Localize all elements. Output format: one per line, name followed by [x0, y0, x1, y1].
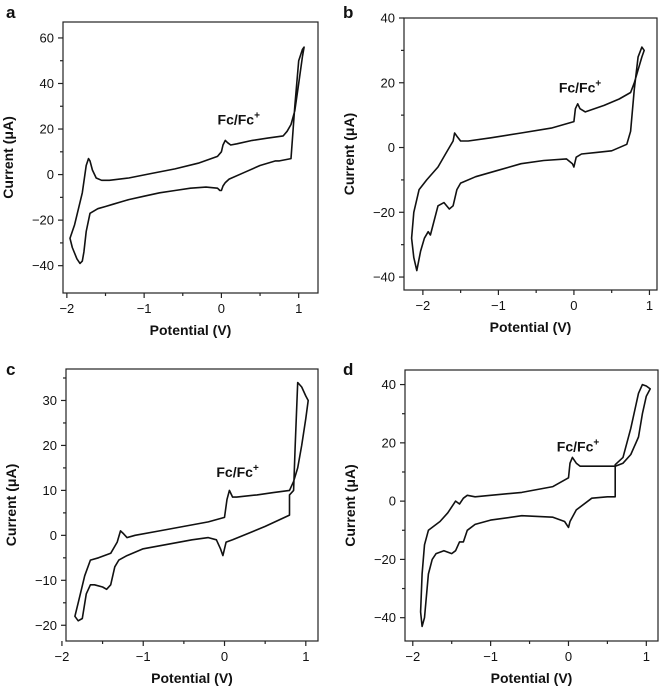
- fc-annotation-text: Fc/Fc: [218, 111, 255, 127]
- x-tick-label: −1: [483, 649, 498, 664]
- fc-annotation-sup: +: [254, 110, 260, 121]
- x-axis-title: Potential (V): [151, 670, 233, 686]
- panel-b: b −2 −1 0 1 −40 −20 0 20 40 Potential (V) Current (…: [341, 3, 658, 335]
- fc-annotation: Fc/Fc+: [216, 463, 259, 480]
- x-tick-label: 0: [565, 649, 572, 664]
- fc-annotation-text: Fc/Fc: [557, 439, 594, 455]
- y-tick-label: −40: [32, 258, 54, 273]
- x-tick-label: −1: [136, 649, 151, 664]
- y-tick-label: 40: [382, 377, 396, 392]
- cv-curve-b: [410, 46, 645, 272]
- x-tick-label: −1: [491, 298, 506, 313]
- x-tick-label: 1: [302, 649, 309, 664]
- fc-annotation-sup: +: [593, 438, 599, 449]
- y-tick-label: 20: [40, 122, 54, 137]
- x-tick-label: −2: [59, 301, 74, 316]
- panel-a: a −2 −1 0 1 −40 −20 0 20 40 60 Potential (V) Current…: [0, 3, 319, 338]
- x-tick-label: 1: [295, 301, 302, 316]
- x-tick-label: 0: [218, 301, 225, 316]
- y-tick-label: 0: [50, 528, 57, 543]
- y-tick-label: 60: [40, 30, 54, 45]
- panel-letter: b: [343, 3, 353, 22]
- y-tick-label: 40: [381, 11, 395, 26]
- y-tick-label: −40: [374, 610, 396, 625]
- fc-annotation: Fc/Fc+: [559, 78, 602, 95]
- x-tick-label: −2: [415, 298, 430, 313]
- plot-frame: [65, 368, 319, 642]
- x-tick-label: 1: [646, 298, 653, 313]
- y-tick-label: 10: [43, 483, 57, 498]
- fc-annotation-text: Fc/Fc: [559, 79, 596, 95]
- y-tick-label: −20: [373, 205, 395, 220]
- y-tick-label: 0: [389, 494, 396, 509]
- y-tick-label: −40: [373, 270, 395, 285]
- y-tick-label: 0: [388, 140, 395, 155]
- y-tick-label: −20: [35, 618, 57, 633]
- plot-frame: [62, 21, 319, 294]
- x-tick-label: 1: [643, 649, 650, 664]
- y-axis-title: Current (μA): [0, 116, 16, 198]
- y-axis-title: Current (μA): [3, 464, 19, 546]
- panel-letter: a: [6, 3, 16, 22]
- panel-letter: c: [6, 360, 15, 379]
- fc-annotation: Fc/Fc+: [557, 438, 600, 455]
- x-axis-title: Potential (V): [150, 322, 232, 338]
- x-axis-title: Potential (V): [490, 319, 572, 335]
- x-tick-label: 0: [221, 649, 228, 664]
- panel-letter: d: [343, 360, 353, 379]
- y-axis-title: Current (μA): [341, 113, 357, 195]
- y-tick-label: −10: [35, 573, 57, 588]
- cv-curve-c: [74, 381, 309, 622]
- y-tick-label: 20: [43, 438, 57, 453]
- x-axis-title: Potential (V): [491, 670, 573, 686]
- plot-frame: [404, 369, 659, 642]
- x-tick-label: −2: [55, 649, 70, 664]
- fc-annotation-sup: +: [595, 78, 601, 89]
- y-tick-label: 40: [40, 76, 54, 91]
- x-tick-label: −2: [405, 649, 420, 664]
- cv-curve-a: [69, 46, 305, 265]
- y-tick-label: 20: [382, 435, 396, 450]
- x-tick-label: −1: [137, 301, 152, 316]
- cv-curve-d: [419, 383, 651, 628]
- y-tick-label: −20: [32, 213, 54, 228]
- x-tick-label: 0: [570, 298, 577, 313]
- y-tick-label: 20: [381, 75, 395, 90]
- y-tick-label: −20: [374, 552, 396, 567]
- y-axis-title: Current (μA): [342, 464, 358, 546]
- y-tick-label: 30: [43, 393, 57, 408]
- fc-annotation-text: Fc/Fc: [216, 464, 253, 480]
- y-tick-label: 0: [47, 167, 54, 182]
- fc-annotation-sup: +: [253, 463, 259, 474]
- panel-d: d −2 −1 0 1 −40 −20 0 20 40 Potential (V) Current (…: [342, 360, 659, 686]
- plot-frame: [403, 17, 658, 291]
- fc-annotation: Fc/Fc+: [218, 110, 261, 127]
